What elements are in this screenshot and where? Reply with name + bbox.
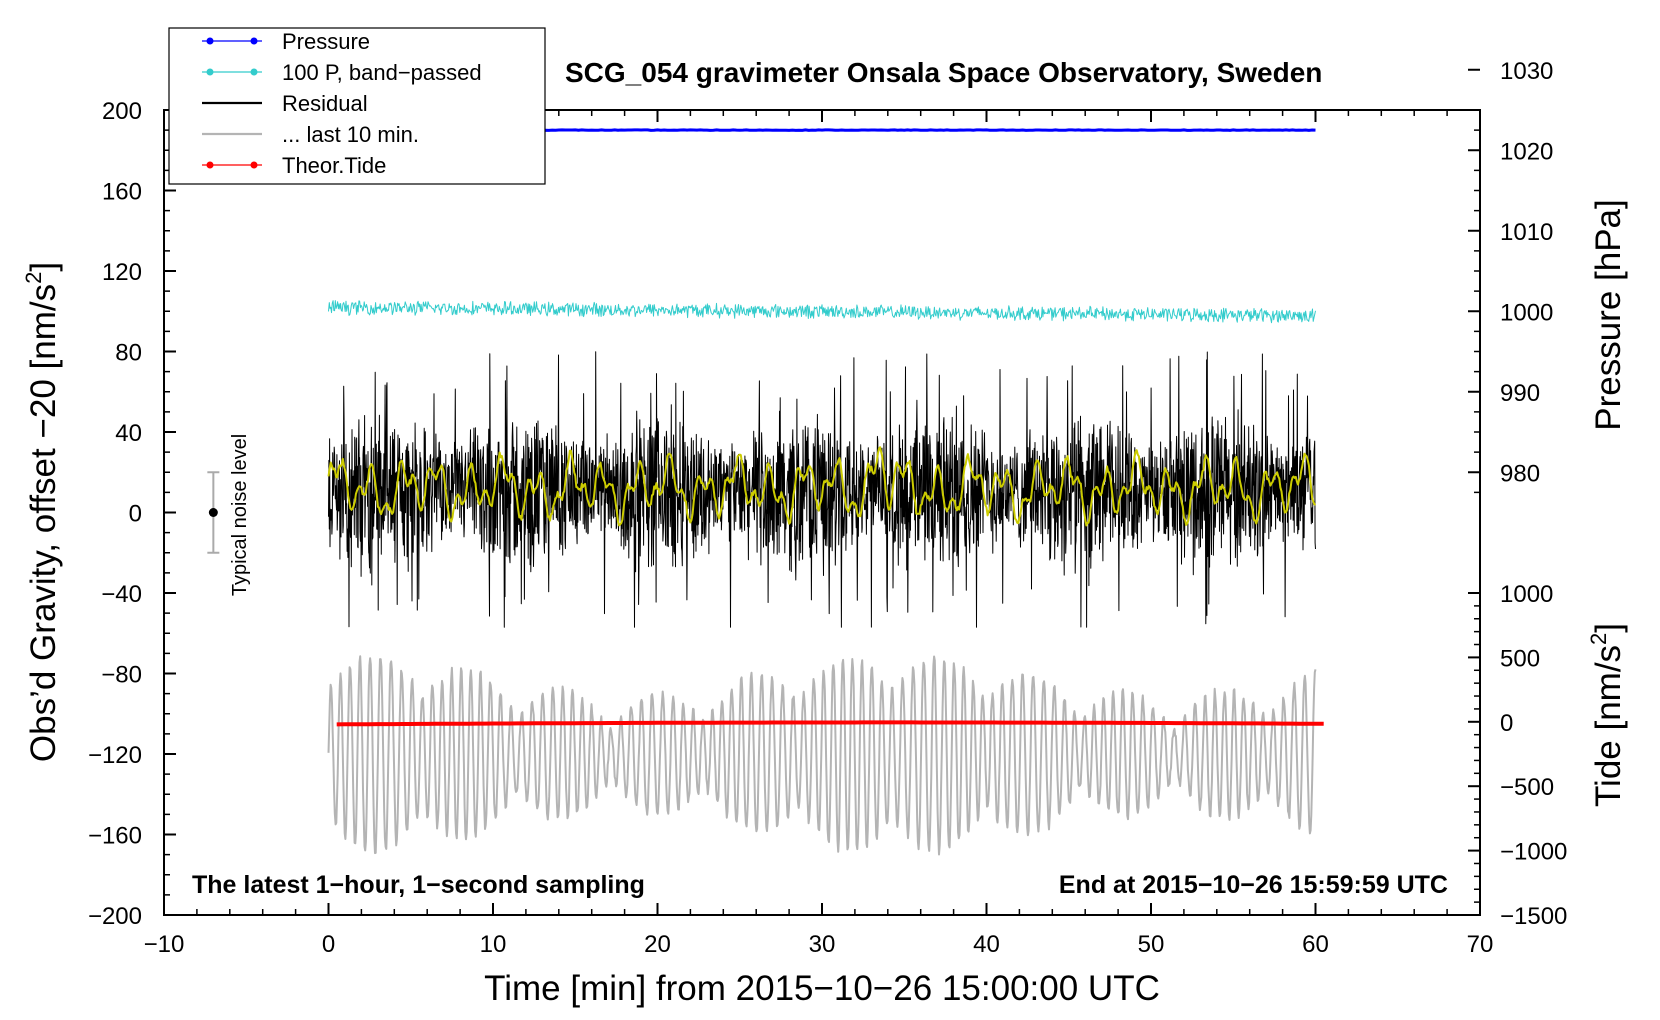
y-tick-label: −200 (88, 903, 142, 930)
tide-tick-label: 0 (1500, 710, 1513, 737)
pressure-tick-label: 1020 (1500, 138, 1553, 165)
noise-level-dot (208, 508, 218, 517)
y-axis-gravity-title-main: Obs’d Gravity, offset −20 [nm/s (24, 284, 63, 762)
noise-level-label: Typical noise level (229, 434, 251, 596)
y-axis-pressure: 1030 1020 1010 1000 990 980 (1468, 58, 1553, 494)
tide-tick-label: −1000 (1500, 839, 1567, 866)
y-axis-gravity: 200 160 120 80 40 0 −40 −80 −120 −160 −200 (88, 98, 176, 930)
pressure-tick-label: 1030 (1500, 58, 1553, 85)
legend-swatch-dot (206, 68, 214, 76)
y-tick-label: 160 (102, 179, 142, 206)
y-tick-label: −160 (88, 823, 142, 850)
y-tick-label: 80 (115, 340, 142, 367)
series-last-10-min (327, 655, 1317, 856)
tide-tick-label: −1500 (1500, 903, 1567, 930)
y-axis-gravity-title: Obs’d Gravity, offset −20 [nm/s2] (21, 262, 63, 762)
tide-tick-label: 1000 (1500, 581, 1553, 608)
legend-swatch-dot (206, 37, 214, 45)
x-axis-title: Time [min] from 2015−10−26 15:00:00 UTC (484, 969, 1160, 1008)
y-tick-label: 40 (115, 420, 142, 447)
x-tick-label: 70 (1467, 931, 1494, 958)
x-tick-label: 0 (322, 931, 335, 958)
legend-swatch-dot (250, 68, 258, 76)
tide-tick-label: 500 (1500, 645, 1540, 672)
y-axis-tide-title: Tide [nm/s2] (1586, 623, 1628, 807)
x-tick-label: 40 (973, 931, 1000, 958)
tide-tick-label: −500 (1500, 774, 1554, 801)
legend-label: Pressure (282, 29, 370, 54)
pressure-tick-label: 980 (1500, 460, 1540, 487)
legend-swatch-dot (250, 161, 258, 169)
noise-level-indicator: Typical noise level (207, 434, 251, 596)
legend: Pressure 100 P, band−passed Residual ... la… (168, 27, 546, 185)
y-tick-label: 200 (102, 98, 142, 125)
y-tick-label: −40 (101, 581, 142, 608)
y-axis-tide-title-main: Tide [nm/s (1589, 645, 1628, 807)
y-axis-pressure-title: Pressure [hPa] (1589, 199, 1628, 431)
pressure-tick-label: 1010 (1500, 219, 1553, 246)
x-tick-label: −10 (144, 931, 185, 958)
pressure-tick-label: 1000 (1500, 299, 1553, 326)
legend-swatch-dot (250, 37, 258, 45)
annotation-end-time: End at 2015−10−26 15:59:59 UTC (1059, 871, 1448, 899)
chart-title: SCG_054 gravimeter Onsala Space Observat… (565, 57, 1322, 88)
legend-label: Residual (282, 91, 368, 116)
y-tick-label: −120 (88, 742, 142, 769)
legend-label: 100 P, band−passed (282, 60, 482, 85)
legend-label: ... last 10 min. (282, 122, 419, 147)
y-axis-tide-title-sup: 2 (1586, 633, 1611, 645)
x-tick-label: 50 (1138, 931, 1165, 958)
series-smoothed-residual (327, 446, 1317, 527)
series-residual (328, 351, 1316, 628)
series-theoretical-tide (336, 720, 1324, 727)
legend-swatch-dot (206, 161, 214, 169)
annotation-sampling: The latest 1−hour, 1−second sampling (192, 871, 645, 899)
series-band-passed-pressure (328, 300, 1316, 324)
y-axis-gravity-title-end: ] (24, 262, 63, 272)
x-tick-label: 20 (644, 931, 671, 958)
x-tick-label: 10 (480, 931, 507, 958)
y-axis-gravity-title-sup: 2 (21, 272, 46, 284)
series-layer (327, 128, 1324, 856)
y-tick-label: 120 (102, 259, 142, 286)
y-tick-label: −80 (101, 662, 142, 689)
pressure-tick-label: 990 (1500, 380, 1540, 407)
x-tick-label: 30 (809, 931, 836, 958)
legend-box (168, 27, 546, 185)
legend-label: Theor.Tide (282, 153, 386, 178)
x-tick-label: 60 (1302, 931, 1329, 958)
y-axis-tide-title-end: ] (1589, 623, 1628, 633)
y-tick-label: 0 (129, 501, 142, 528)
y-axis-tide: 1000 500 0 −500 −1000 −1500 (1468, 581, 1567, 930)
